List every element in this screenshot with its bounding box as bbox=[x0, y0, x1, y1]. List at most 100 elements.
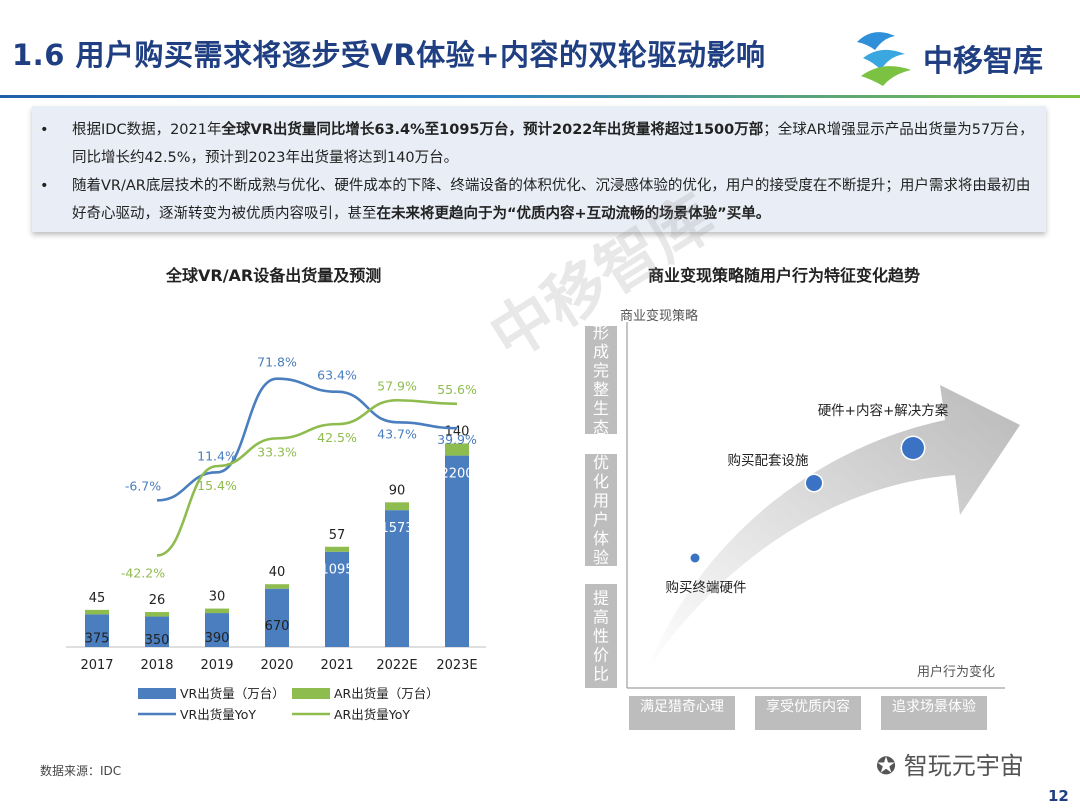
summary-text: ；全球AR增强显示产品出货量为57万台，同比增长约42.5%，预计到2023年出… bbox=[72, 122, 1034, 166]
ar-data-label: 90 bbox=[389, 483, 406, 498]
yoy-data-label: 11.4% bbox=[197, 448, 237, 463]
bullet-dot: • bbox=[40, 178, 49, 194]
ar-data-label: 40 bbox=[269, 565, 286, 580]
ar-data-label: 26 bbox=[149, 593, 166, 608]
yoy-data-label: 57.9% bbox=[377, 378, 417, 393]
strategy-point bbox=[690, 553, 700, 563]
summary-text: 随着VR/AR底层技术的不断成熟与优化、硬件成本的下降、终端设备的体积优化、沉浸… bbox=[72, 178, 1031, 222]
legend-label: AR出货量YoY bbox=[334, 707, 410, 722]
x-category-box bbox=[629, 696, 735, 730]
vr-bar bbox=[325, 551, 349, 647]
legend-swatch-ar bbox=[292, 688, 330, 699]
vr-bar bbox=[445, 455, 469, 647]
vr-bar bbox=[385, 510, 409, 647]
ar-data-label: 45 bbox=[89, 591, 106, 606]
x-category-label: 追求场景体验 bbox=[892, 699, 976, 715]
yoy-data-label: 55.6% bbox=[437, 382, 477, 397]
y-category-box bbox=[585, 454, 617, 566]
trend-arrow bbox=[647, 385, 1020, 670]
legend-label: AR出货量（万台） bbox=[334, 686, 439, 701]
point-label: 硬件+内容+解决方案 bbox=[818, 402, 949, 419]
strategy-point bbox=[902, 437, 924, 459]
vr-data-label: 350 bbox=[145, 633, 170, 648]
x-axis-label: 用户行为变化 bbox=[917, 664, 995, 680]
x-tick-label: 2023E bbox=[436, 658, 477, 673]
yoy-data-label: -42.2% bbox=[121, 565, 165, 580]
yoy-data-label: 42.5% bbox=[317, 430, 357, 445]
bullet-dot: • bbox=[40, 122, 49, 138]
vr-data-label: 375 bbox=[85, 632, 110, 647]
ar-bar bbox=[205, 608, 229, 614]
yoy-data-label: 15.4% bbox=[197, 478, 237, 493]
y-category-box bbox=[585, 326, 617, 434]
legend-label: VR出货量YoY bbox=[180, 707, 256, 722]
ar-bar bbox=[445, 443, 469, 456]
ar-bar bbox=[85, 609, 109, 615]
header-divider bbox=[0, 95, 1080, 98]
yoy-data-label: -6.7% bbox=[125, 478, 161, 493]
x-category-box bbox=[755, 696, 861, 730]
yoy-data-label: 39.9% bbox=[437, 432, 477, 447]
vr-data-label: 2200 bbox=[440, 467, 473, 482]
vr-bar bbox=[145, 616, 169, 647]
vr-data-label: 390 bbox=[205, 631, 230, 646]
yoy-line-ar bbox=[156, 398, 458, 557]
wechat-account: ✪ 智玩元宇宙 bbox=[876, 746, 1024, 781]
ar-bar bbox=[385, 502, 409, 511]
yoy-data-label: 43.7% bbox=[377, 426, 417, 441]
summary-highlight: 全球VR出货量同比增长63.4%至1095万台，预计2022年出货量将超过150… bbox=[221, 122, 764, 138]
left-chart-title: 全球VR/AR设备出货量及预测 bbox=[166, 266, 382, 285]
x-tick-label: 2018 bbox=[140, 658, 173, 673]
yoy-data-label: 63.4% bbox=[317, 368, 357, 383]
page-title: 1.6 用户购买需求将逐步受VR体验+内容的双轮驱动影响 bbox=[12, 38, 766, 72]
x-tick-label: 2021 bbox=[320, 658, 353, 673]
x-tick-label: 2022E bbox=[376, 658, 417, 673]
vr-data-label: 1573 bbox=[380, 521, 413, 536]
x-tick-label: 2019 bbox=[200, 658, 233, 673]
summary-text: 根据IDC数据，2021年 bbox=[72, 122, 222, 138]
x-category-label: 满足猎奇心理 bbox=[640, 698, 724, 715]
logo-icon bbox=[857, 32, 911, 86]
right-chart-title: 商业变现策略随用户行为特征变化趋势 bbox=[648, 266, 921, 285]
vr-bar bbox=[265, 588, 289, 647]
strategy-point bbox=[806, 475, 822, 491]
summary-list: • 根据IDC数据，2021年全球VR出货量同比增长63.4%至1095万台，预计… bbox=[32, 106, 1046, 228]
x-category-label: 享受优质内容 bbox=[766, 698, 850, 715]
ar-data-label: 30 bbox=[209, 590, 226, 605]
x-tick-label: 2020 bbox=[260, 658, 293, 673]
wechat-name: 智玩元宇宙 bbox=[903, 752, 1024, 780]
data-source: 数据来源：IDC bbox=[40, 764, 122, 778]
ar-bar bbox=[145, 612, 169, 617]
y-category-label: 形成完整生态 bbox=[593, 323, 609, 437]
y-category-box bbox=[585, 584, 617, 688]
x-tick-label: 2017 bbox=[80, 658, 113, 673]
ar-bar bbox=[325, 546, 349, 552]
summary-bullet: • 根据IDC数据，2021年全球VR出货量同比增长63.4%至1095万台，预计… bbox=[40, 116, 1034, 172]
yoy-data-label: 33.3% bbox=[257, 444, 297, 459]
vr-data-label: 1095 bbox=[320, 563, 353, 578]
vr-bar bbox=[85, 614, 109, 647]
yoy-line-vr bbox=[156, 377, 458, 502]
legend-label: VR出货量（万台） bbox=[180, 686, 285, 701]
ar-bar bbox=[265, 584, 289, 589]
vr-bar bbox=[205, 613, 229, 647]
y-axis-label: 商业变现策略 bbox=[620, 308, 698, 324]
y-category-label: 优化用户体验 bbox=[593, 453, 609, 567]
summary-box: • 根据IDC数据，2021年全球VR出货量同比增长63.4%至1095万台，预计… bbox=[32, 106, 1046, 232]
wechat-icon: ✪ bbox=[876, 752, 897, 780]
legend-swatch-vr bbox=[138, 688, 176, 699]
ar-data-label: 57 bbox=[329, 528, 346, 543]
y-category-label: 提高性价比 bbox=[593, 589, 609, 684]
logo-text: 中移智库 bbox=[923, 44, 1043, 79]
shipment-chart: 2017 375 45 2018 350 26 2019 390 30 2020 670 40 2021… bbox=[66, 355, 486, 722]
point-label: 购买终端硬件 bbox=[666, 580, 747, 596]
summary-highlight: 在未来将更趋向于为“优质内容+互动流畅的场景体验”买单。 bbox=[376, 206, 771, 222]
brand-logo: 中移智库 bbox=[853, 24, 1053, 90]
point-label: 购买配套设施 bbox=[728, 453, 809, 469]
yoy-data-label: 71.8% bbox=[257, 355, 297, 370]
x-category-box bbox=[881, 696, 987, 730]
vr-data-label: 670 bbox=[265, 619, 290, 634]
summary-bullet: • 随着VR/AR底层技术的不断成熟与优化、硬件成本的下降、终端设备的体积优化、沉… bbox=[40, 172, 1034, 228]
page-number: 12 bbox=[1048, 787, 1069, 805]
